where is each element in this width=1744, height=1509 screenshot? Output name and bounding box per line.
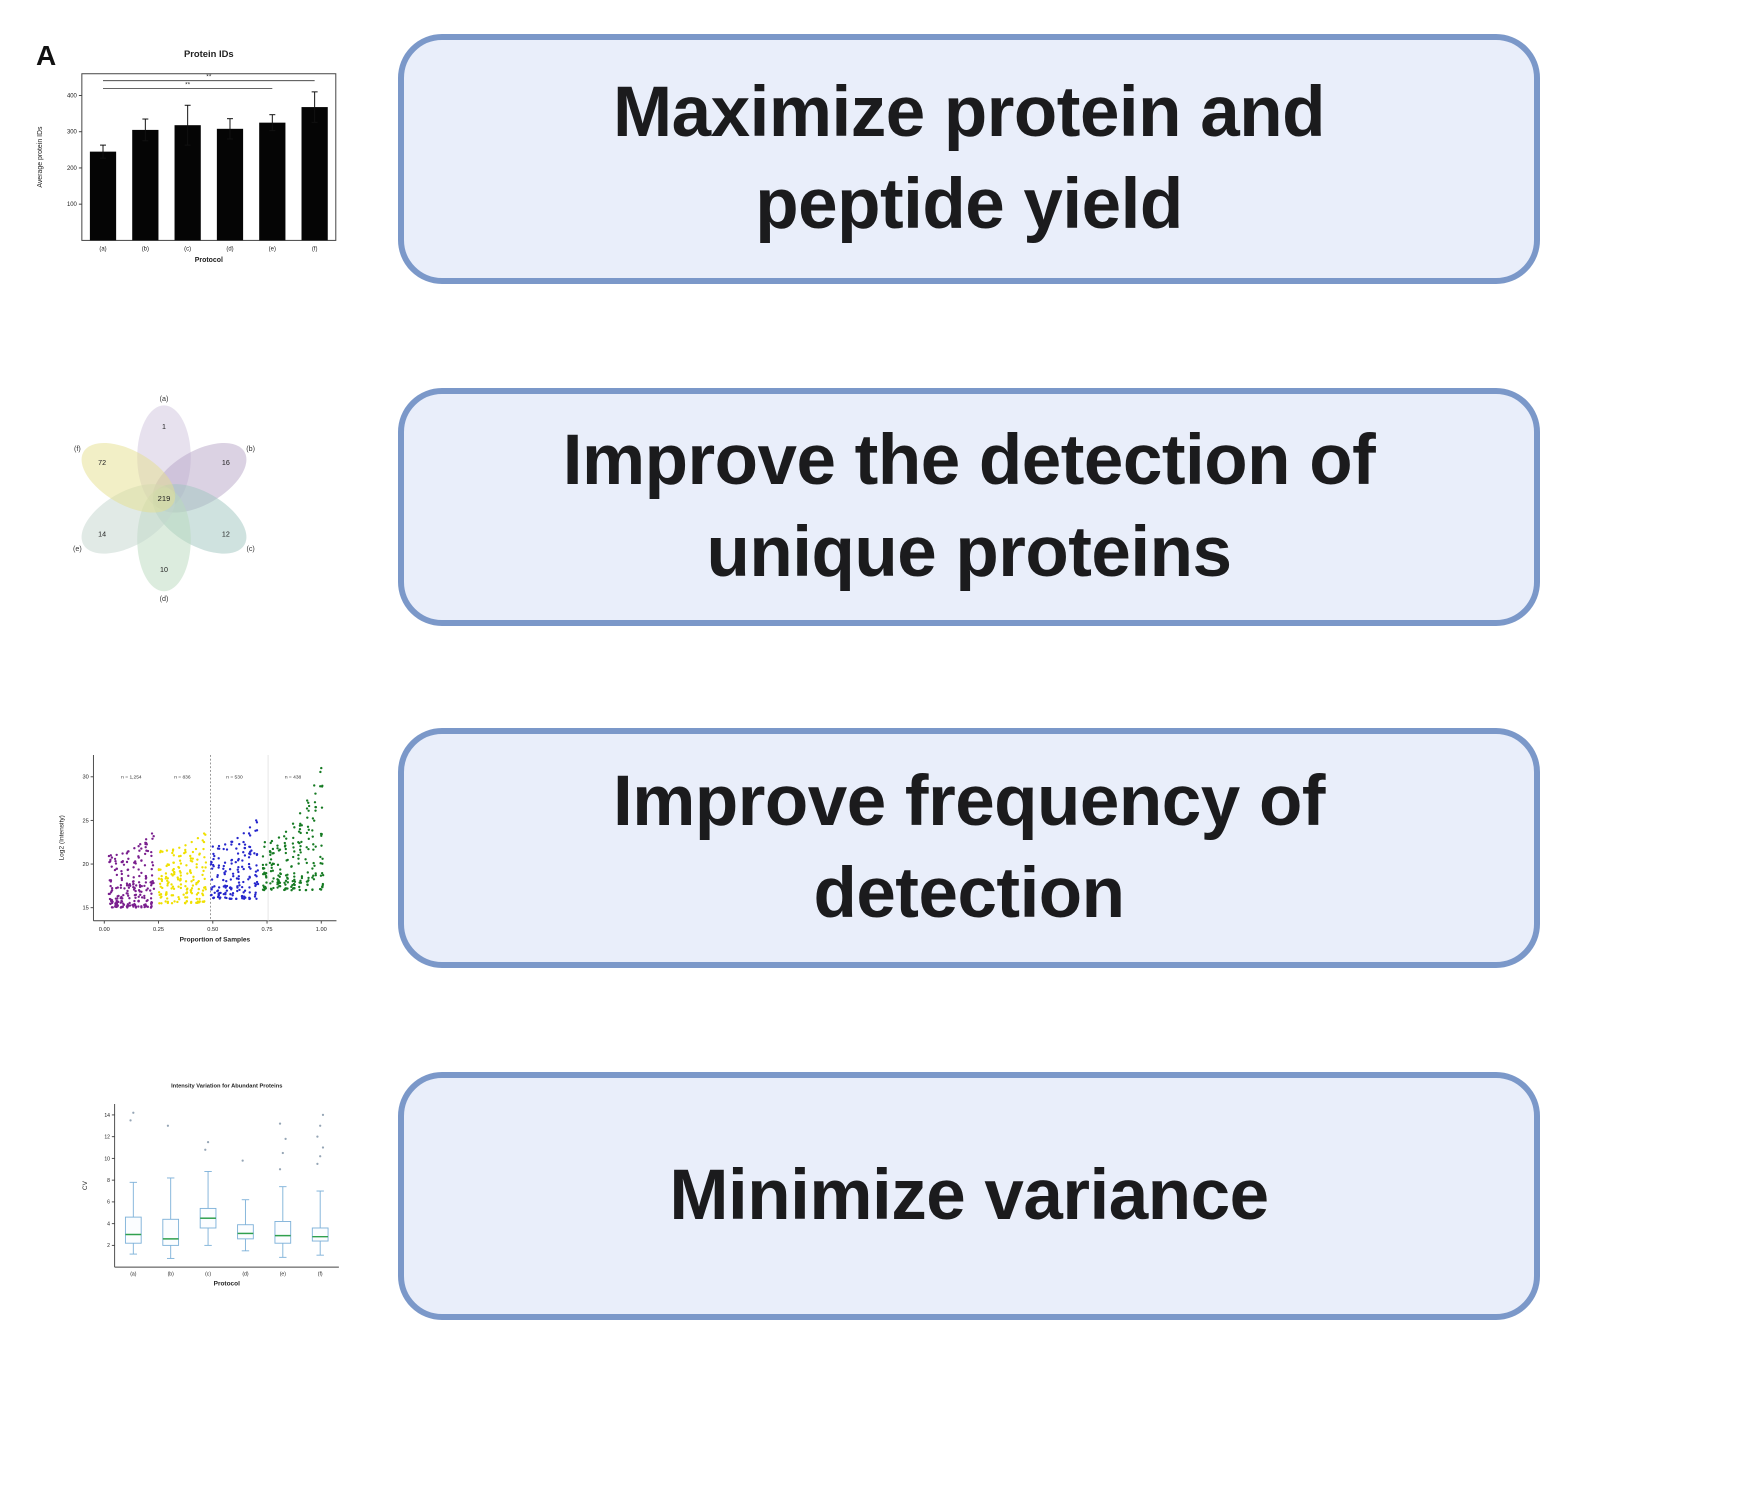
svg-text:n = 836: n = 836 [174, 775, 191, 781]
callout-line: Maximize protein and [613, 72, 1325, 152]
callout-text: Improve frequency of detection [613, 756, 1326, 941]
svg-text:72: 72 [98, 459, 106, 467]
svg-text:2: 2 [107, 1243, 110, 1249]
svg-text:8: 8 [107, 1178, 110, 1184]
svg-text:25: 25 [82, 818, 88, 824]
svg-text:CV: CV [82, 1180, 89, 1190]
svg-text:n = 1,254: n = 1,254 [121, 775, 142, 781]
svg-text:Intensity Variation for Abunda: Intensity Variation for Abundant Protein… [171, 1083, 282, 1089]
svg-text:**: ** [206, 74, 212, 81]
svg-text:(c): (c) [205, 1271, 211, 1277]
svg-text:10: 10 [160, 566, 168, 574]
svg-text:(f): (f) [74, 445, 81, 453]
venn-diagram-svg: 1 (a) 16 (b) 12 (c) 10 (d) 14 (e) 72 (f) 219 [73, 395, 255, 603]
svg-text:Protocol: Protocol [195, 257, 223, 264]
svg-text:30: 30 [82, 775, 88, 781]
callout-maximize-protein-peptide-yield: Maximize protein and peptide yield [398, 34, 1540, 284]
callout-line: Improve the detection of [562, 420, 1376, 500]
svg-text:(d): (d) [160, 595, 169, 603]
bar-chart-svg: Protein IDs 100 200 300 400 (a) (b) (c) (d) (e) (f… [37, 48, 337, 264]
svg-text:1: 1 [162, 423, 166, 431]
svg-text:(d): (d) [226, 246, 233, 252]
callout-line: Improve frequency of [613, 761, 1326, 841]
panel-label-a: A [36, 40, 57, 71]
svg-text:0.00: 0.00 [99, 927, 110, 933]
svg-text:400: 400 [67, 93, 78, 99]
svg-text:15: 15 [82, 906, 88, 912]
svg-text:(a): (a) [130, 1271, 137, 1277]
callout-line: peptide yield [755, 165, 1183, 244]
svg-text:4: 4 [107, 1221, 110, 1227]
scatter-plot-svg: 15 20 25 30 0.00 0.25 0.50 0.75 1.00 n = 1,254 n =… [58, 754, 337, 943]
svg-text:(e): (e) [73, 545, 82, 553]
svg-text:1.00: 1.00 [316, 927, 327, 933]
callout-line: unique proteins [706, 513, 1232, 592]
svg-text:12: 12 [222, 530, 230, 538]
svg-text:0.50: 0.50 [207, 927, 218, 933]
svg-text:0.25: 0.25 [153, 927, 164, 933]
svg-text:(e): (e) [280, 1271, 287, 1277]
svg-text:(c): (c) [184, 246, 191, 252]
svg-text:(e): (e) [269, 246, 276, 252]
svg-text:200: 200 [67, 166, 78, 172]
svg-text:(b): (b) [246, 445, 255, 453]
svg-text:(f): (f) [312, 246, 318, 252]
callout-text: Improve the detection of unique proteins [562, 415, 1376, 600]
svg-text:6: 6 [107, 1200, 110, 1206]
box-plot-svg: Intensity Variation for Abundant Protein… [82, 1083, 339, 1288]
svg-text:12: 12 [104, 1135, 110, 1141]
callout-text: Maximize protein and peptide yield [613, 67, 1325, 252]
svg-text:Proportion of Samples: Proportion of Samples [180, 936, 251, 943]
svg-text:20: 20 [82, 862, 88, 868]
svg-text:(a): (a) [160, 395, 169, 403]
detection-frequency-scatter-plot: 15 20 25 30 0.00 0.25 0.50 0.75 1.00 n = 1,254 n =… [52, 728, 344, 976]
callout-improve-detection-frequency: Improve frequency of detection [398, 728, 1540, 968]
callout-line: Minimize variance [669, 1155, 1269, 1235]
cv-box-plot: Intensity Variation for Abundant Protein… [72, 1062, 350, 1324]
svg-text:10: 10 [104, 1156, 110, 1162]
svg-text:16: 16 [222, 459, 230, 467]
svg-text:**: ** [185, 82, 191, 89]
svg-text:100: 100 [67, 202, 78, 208]
svg-text:Log2 (Intensity): Log2 (Intensity) [58, 815, 65, 860]
svg-text:219: 219 [158, 494, 171, 503]
svg-text:(a): (a) [99, 246, 106, 252]
callout-line: detection [813, 854, 1125, 933]
svg-text:(d): (d) [242, 1271, 249, 1277]
svg-text:Average protein IDs: Average protein IDs [37, 126, 44, 188]
svg-text:14: 14 [98, 530, 106, 538]
svg-text:Protein IDs: Protein IDs [184, 48, 234, 59]
svg-text:300: 300 [67, 130, 78, 136]
svg-text:n = 530: n = 530 [226, 775, 243, 781]
callout-minimize-variance: Minimize variance [398, 1072, 1540, 1320]
unique-proteins-venn-diagram: 1 (a) 16 (b) 12 (c) 10 (d) 14 (e) 72 (f) 219 [30, 382, 298, 620]
svg-text:(b): (b) [142, 246, 149, 252]
svg-text:0.75: 0.75 [262, 927, 273, 933]
svg-text:n = 438: n = 438 [285, 775, 302, 781]
callout-improve-unique-protein-detection: Improve the detection of unique proteins [398, 388, 1540, 626]
svg-text:Protocol: Protocol [214, 1281, 240, 1288]
svg-text:(b): (b) [168, 1271, 175, 1277]
svg-text:(f): (f) [318, 1271, 323, 1277]
svg-text:(c): (c) [246, 545, 254, 553]
callout-text: Minimize variance [669, 1150, 1269, 1242]
svg-text:14: 14 [104, 1113, 110, 1119]
protein-ids-bar-chart: Protein IDs 100 200 300 400 (a) (b) (c) (d) (e) (f… [28, 42, 346, 290]
